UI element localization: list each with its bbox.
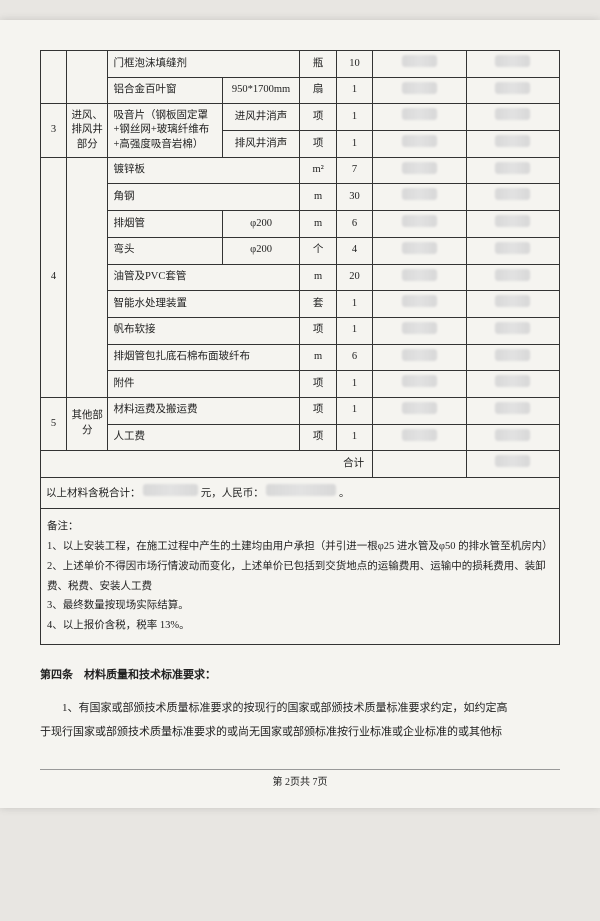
redacted xyxy=(495,188,530,200)
page-footer: 第 2页共 7页 xyxy=(40,769,560,788)
table-row: 3 进风、排风井部分 吸音片（钢板固定罩+钢丝网+玻璃纤维布+高强度吸音岩棉） … xyxy=(41,104,560,131)
cell-category: 进风、排风井部分 xyxy=(66,104,108,157)
table-row: 附件 项 1 xyxy=(41,371,560,398)
article-paragraph: 1、有国家或部颁技术质量标准要求的按现行的国家或部颁技术质量标准要求约定，如约定… xyxy=(40,696,560,720)
redacted xyxy=(495,375,530,387)
table-row: 铝合金百叶窗 950*1700mm 扇 1 xyxy=(41,77,560,104)
redacted xyxy=(402,135,437,147)
redacted xyxy=(143,484,198,496)
article-section: 第四条 材料质量和技术标准要求： 1、有国家或部颁技术质量标准要求的按现行的国家… xyxy=(40,663,560,744)
cell-unit: 项 xyxy=(300,131,336,158)
notes-header: 备注： xyxy=(47,517,553,537)
cell-qty: 1 xyxy=(336,104,372,131)
redacted xyxy=(495,295,530,307)
table-row: 排烟管 φ200 m 6 xyxy=(41,211,560,238)
redacted xyxy=(495,429,530,441)
note-item: 2、上述单价不得因市场行情波动而变化，上述单价已包括到交货地点的运输费用、运输中… xyxy=(47,557,553,597)
redacted xyxy=(495,349,530,361)
table-row: 排烟管包扎底石棉布面玻纤布 m 6 xyxy=(41,344,560,371)
cell-spec: 进风井消声 xyxy=(222,104,300,131)
redacted xyxy=(402,295,437,307)
table-total-row: 合计 xyxy=(41,451,560,478)
redacted xyxy=(402,215,437,227)
note-item: 3、最终数量按现场实际结算。 xyxy=(47,596,553,616)
summary-mid: 元，人民币： xyxy=(201,488,264,499)
redacted xyxy=(402,188,437,200)
redacted xyxy=(495,455,530,467)
document-page: 门框泡沫填缝剂 瓶 10 铝合金百叶窗 950*1700mm 扇 1 3 进风、… xyxy=(0,20,600,808)
materials-table: 门框泡沫填缝剂 瓶 10 铝合金百叶窗 950*1700mm 扇 1 3 进风、… xyxy=(40,50,560,645)
note-item: 4、以上报价含税，税率 13%。 xyxy=(47,616,553,636)
redacted xyxy=(402,242,437,254)
redacted xyxy=(495,242,530,254)
table-row: 5 其他部分 材料运费及搬运费 项 1 xyxy=(41,397,560,424)
note-item: 1、以上安装工程，在施工过程中产生的土建均由用户承担（并引进一根φ25 进水管及… xyxy=(47,537,553,557)
redacted xyxy=(402,162,437,174)
redacted xyxy=(402,402,437,414)
redacted xyxy=(402,375,437,387)
cell-unit: m² xyxy=(300,157,336,184)
redacted xyxy=(402,55,437,67)
table-row: 帆布软接 项 1 xyxy=(41,317,560,344)
cell-index: 4 xyxy=(41,157,67,397)
table-row: 人工费 项 1 xyxy=(41,424,560,451)
cell-qty: 1 xyxy=(336,131,372,158)
redacted xyxy=(495,55,530,67)
redacted xyxy=(495,108,530,120)
cell-name: 铝合金百叶窗 xyxy=(108,77,222,104)
total-label: 合计 xyxy=(41,451,373,478)
summary-end: 。 xyxy=(339,488,350,499)
summary-row: 以上材料含税合计： 元，人民币： 。 xyxy=(41,478,560,509)
cell-spec: 950*1700mm xyxy=(222,77,300,104)
cell-qty: 1 xyxy=(336,77,372,104)
redacted xyxy=(495,162,530,174)
redacted xyxy=(402,322,437,334)
summary-prefix: 以上材料含税合计： xyxy=(46,488,141,499)
redacted xyxy=(402,82,437,94)
table-row: 智能水处理装置 套 1 xyxy=(41,291,560,318)
cell-qty: 10 xyxy=(336,51,372,78)
redacted xyxy=(402,108,437,120)
cell-name: 镀锌板 xyxy=(108,157,300,184)
cell-name: 门框泡沫填缝剂 xyxy=(108,51,300,78)
redacted xyxy=(402,269,437,281)
cell-name: 吸音片（钢板固定罩+钢丝网+玻璃纤维布+高强度吸音岩棉） xyxy=(108,104,222,157)
redacted xyxy=(495,322,530,334)
redacted xyxy=(495,402,530,414)
cell-qty: 7 xyxy=(336,157,372,184)
table-row: 油管及PVC套管 m 20 xyxy=(41,264,560,291)
table-row: 4 镀锌板 m² 7 xyxy=(41,157,560,184)
redacted xyxy=(402,349,437,361)
cell-unit: 瓶 xyxy=(300,51,336,78)
table-row: 角钢 m 30 xyxy=(41,184,560,211)
cell-spec: 排风井消声 xyxy=(222,131,300,158)
redacted xyxy=(266,484,336,496)
notes-row: 备注： 1、以上安装工程，在施工过程中产生的土建均由用户承担（并引进一根φ25 … xyxy=(41,508,560,645)
redacted xyxy=(495,215,530,227)
redacted xyxy=(495,135,530,147)
table-row: 弯头 φ200 个 4 xyxy=(41,237,560,264)
cell-index: 3 xyxy=(41,104,67,157)
redacted xyxy=(402,429,437,441)
redacted xyxy=(495,82,530,94)
cell-name: 角钢 xyxy=(108,184,300,211)
cell-unit: 项 xyxy=(300,104,336,131)
article-title: 第四条 材料质量和技术标准要求： xyxy=(40,663,560,687)
cell-unit: 扇 xyxy=(300,77,336,104)
table-row: 门框泡沫填缝剂 瓶 10 xyxy=(41,51,560,78)
article-paragraph: 于现行国家或部颁技术质量标准要求的或尚无国家或部颁标准按行业标准或企业标准的或其… xyxy=(40,720,560,744)
redacted xyxy=(495,269,530,281)
